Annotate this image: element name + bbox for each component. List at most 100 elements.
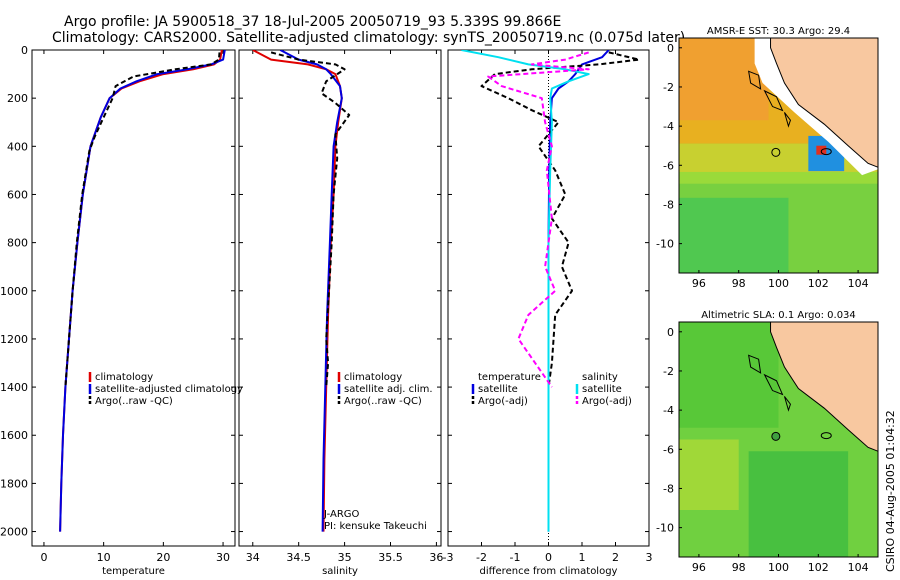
sla-map: 96 98 100 102 104 0 -2 -4 -6 -8 -10 Altimetric SLA:… — [656, 310, 879, 574]
y-tick-label: -4 — [663, 404, 674, 417]
series-line-temperature-argo-adj- — [480, 51, 640, 388]
legend-label: climatology — [344, 372, 402, 383]
x-tick-label: 30 — [216, 551, 230, 564]
y-tick-label: 800 — [7, 237, 28, 250]
x-tick-label: 20 — [156, 551, 170, 564]
y-tick-label: -6 — [663, 443, 674, 456]
island-outline — [783, 112, 791, 128]
series-group — [252, 50, 351, 532]
series-line-satellite-adjusted-climatology — [59, 50, 226, 532]
y-tick-label: 400 — [7, 140, 28, 153]
sst-map: 96 98 100 102 104 0 -2 -4 -6 -8 -10 AMSR-E SST: 30.… — [656, 26, 879, 290]
x-tick-label: -2 — [476, 551, 487, 564]
x-tick-label: 96 — [692, 277, 706, 290]
island-outline — [748, 70, 762, 90]
argo-float-marker — [771, 147, 781, 157]
sst-warm-patch — [679, 38, 769, 121]
x-tick-label: 102 — [808, 277, 829, 290]
island-outline — [748, 354, 762, 374]
y-tick-label: -10 — [656, 522, 674, 535]
x-axis-label: difference from climatology — [480, 566, 618, 577]
x-tick-label: 98 — [732, 277, 746, 290]
legend-label: Argo(..raw -QC) — [344, 396, 422, 407]
plot-frame — [238, 49, 442, 547]
note-jargo: J-ARGO — [323, 509, 360, 520]
sla-patch-3 — [679, 439, 739, 510]
legend-label: Argo(..raw -QC) — [95, 396, 173, 407]
x-tick-label: 1 — [579, 551, 586, 564]
y-tick-label: 1000 — [0, 285, 28, 298]
series-line-satellite-adj-clim- — [279, 50, 343, 532]
y-tick-label: 600 — [7, 188, 28, 201]
sst-cool-patch — [679, 197, 789, 273]
y-tick-label: -10 — [656, 238, 674, 251]
legend-label: climatology — [95, 372, 153, 383]
legend-label: temperature — [478, 372, 541, 383]
x-tick-label: 35.5 — [378, 551, 403, 564]
x-tick-label: 34 — [246, 551, 260, 564]
map-title: Altimetric SLA: 0.1 Argo: 0.034 — [701, 310, 856, 321]
series-line-salinity-satellite — [461, 50, 590, 532]
x-axis-label: temperature — [102, 566, 165, 577]
x-tick-label: 0 — [545, 551, 552, 564]
y-tick-label: 0 — [667, 42, 674, 55]
x-tick-label: 2 — [612, 551, 619, 564]
x-tick-label: 104 — [848, 561, 869, 574]
x-tick-label: -3 — [443, 551, 454, 564]
x-tick-label: 100 — [768, 561, 789, 574]
y-tick-label: -4 — [663, 120, 674, 133]
x-tick-label: 3 — [646, 551, 653, 564]
y-tick-label: 200 — [7, 92, 28, 105]
x-tick-label: 104 — [848, 277, 869, 290]
sla-patch-1 — [679, 322, 779, 428]
y-tick-label: 0 — [21, 44, 28, 57]
map-field — [679, 38, 878, 273]
profile-panel-0: 0 10 20 30 0 200 400 600 800 1000 1200 1400 1600 1800… — [0, 44, 236, 577]
x-axis-label: salinity — [322, 566, 358, 577]
legend-label: satellite-adjusted climatology — [95, 384, 243, 395]
series-group — [461, 50, 640, 532]
map-field — [679, 322, 878, 557]
x-tick-label: -1 — [510, 551, 521, 564]
profile-panel-2: -3 -2 -1 0 1 2 3 difference from climatology — [443, 49, 653, 577]
legend-label: Argo(-adj) — [478, 396, 528, 407]
x-tick-label: 34.5 — [286, 551, 311, 564]
legend-label: satellite adj. clim. — [344, 384, 433, 395]
island-outline — [763, 89, 784, 112]
x-tick-label: 36 — [429, 551, 443, 564]
legend-label: satellite — [478, 384, 518, 395]
y-tick-label: 1400 — [0, 381, 28, 394]
y-tick-label: -8 — [663, 482, 674, 495]
credit-label: CSIRO 04-Aug-2005 01:04:32 — [884, 410, 897, 572]
land-sumatra — [770, 38, 878, 168]
map-title: AMSR-E SST: 30.3 Argo: 29.4 — [707, 26, 850, 37]
x-tick-label: 35 — [338, 551, 352, 564]
series-line-temperature-satellite — [547, 50, 610, 532]
y-tick-label: 1600 — [0, 429, 28, 442]
series-line-argo-raw-qc- — [64, 52, 221, 388]
y-tick-label: -2 — [663, 81, 674, 94]
profile-panel-1: 34 34.5 35 35.5 36 salinity — [238, 49, 443, 577]
x-tick-label: 98 — [732, 561, 746, 574]
y-tick-label: 0 — [667, 326, 674, 339]
figure-title-line1: Argo profile: JA 5900518_37 18-Jul-2005 … — [64, 14, 562, 30]
note-pi: PI: kensuke Takeuchi — [324, 521, 427, 532]
island-outline — [783, 396, 791, 412]
island-outline — [763, 373, 784, 396]
x-tick-label: 100 — [768, 277, 789, 290]
legend-label: satellite — [582, 384, 622, 395]
sla-patch-2 — [748, 451, 849, 557]
series-line-argo-raw-qc- — [270, 51, 351, 388]
x-tick-label: 102 — [808, 561, 829, 574]
series-line-salinity-argo-adj- — [487, 51, 590, 388]
enggano-island — [820, 148, 832, 156]
y-tick-label: -2 — [663, 365, 674, 378]
enggano-island — [820, 432, 832, 440]
x-tick-label: 96 — [692, 561, 706, 574]
series-group — [59, 50, 226, 532]
land-sumatra — [770, 322, 878, 452]
figure-title-line2: Climatology: CARS2000. Satellite-adjuste… — [52, 30, 686, 46]
series-line-climatology — [59, 50, 223, 532]
